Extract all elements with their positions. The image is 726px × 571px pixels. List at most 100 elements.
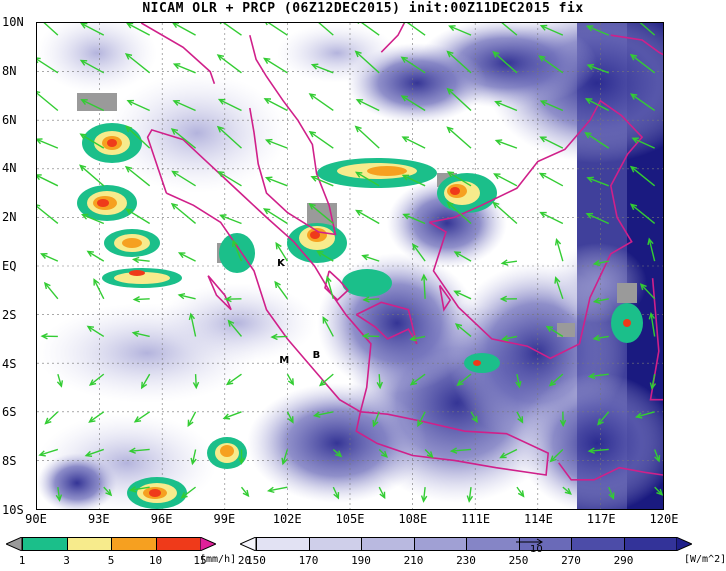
coastline-segment: [428, 99, 644, 360]
map-canvas: [37, 23, 663, 509]
wind-arrow: [310, 175, 334, 187]
colorbar-tick-label: 190: [351, 554, 371, 567]
colorbar-swatch: [308, 537, 362, 551]
wind-arrow: [449, 447, 472, 454]
wind-arrow: [171, 170, 196, 187]
wind-arrow: [629, 165, 656, 187]
wind-arrow: [634, 411, 655, 419]
coastline-segment: [324, 270, 350, 302]
wind-arrow: [592, 334, 609, 342]
wind-arrow: [84, 448, 105, 457]
lon-tick-label: 102E: [272, 512, 302, 526]
wind-arrow: [448, 25, 472, 36]
wind-arrow: [492, 201, 518, 224]
wind-arrow: [639, 23, 656, 36]
wind-arrow: [224, 295, 242, 303]
wind-arrow: [446, 50, 472, 74]
wind-arrow: [80, 23, 105, 36]
wind-arrow: [133, 411, 151, 423]
wind-arrow: [79, 133, 105, 149]
wind-arrow: [559, 411, 567, 428]
wind-arrow: [132, 296, 150, 303]
wind-arrow: [378, 486, 386, 500]
wind-arrow: [126, 23, 151, 36]
lat-tick-label: 2N: [2, 210, 17, 225]
wind-arrow: [515, 374, 522, 389]
wind-arrow: [494, 100, 518, 112]
wind-arrow: [128, 447, 150, 454]
lon-tick-label: 117E: [586, 512, 616, 526]
wind-arrow: [355, 209, 380, 225]
wind-arrow: [37, 57, 59, 74]
wind-arrow: [332, 448, 343, 458]
vector-legend-label: 10: [530, 544, 543, 555]
wind-arrow: [586, 63, 609, 74]
wind-arrow: [548, 373, 564, 387]
wind-arrow: [131, 330, 150, 338]
wind-arrow: [354, 125, 380, 149]
wind-arrow: [453, 290, 472, 300]
lon-tick-label: 120E: [649, 512, 679, 526]
coastline-segment: [249, 34, 337, 236]
lon-tick-label: 108E: [398, 512, 428, 526]
wind-arrow: [86, 325, 105, 338]
wind-arrow: [539, 136, 564, 149]
wind-arrow: [585, 212, 610, 225]
wind-arrow: [494, 139, 518, 149]
lat-tick-label: 10S: [2, 503, 24, 517]
colorbar-swatch: [155, 537, 201, 551]
wind-arrow: [79, 164, 105, 187]
wind-arrow: [37, 138, 59, 149]
lon-tick-label: 90E: [25, 512, 47, 526]
lon-tick-label: 105E: [335, 512, 365, 526]
wind-arrow: [446, 126, 472, 149]
colorbar-swatch: [571, 537, 625, 551]
wind-arrow: [44, 411, 59, 425]
wind-vectors: [37, 23, 663, 503]
wind-arrow: [409, 335, 426, 342]
coastline-segment: [146, 128, 372, 414]
olr-shading: [37, 23, 663, 509]
wind-arrow: [378, 448, 389, 458]
wind-arrow: [177, 292, 196, 300]
wind-arrow: [516, 486, 525, 498]
wind-arrow: [493, 173, 518, 187]
lon-tick-label: 99E: [213, 512, 236, 526]
wind-arrow: [170, 128, 197, 149]
wind-arrow: [318, 373, 334, 387]
colorbar-tick-label: 150: [246, 554, 266, 567]
wind-arrow: [172, 63, 196, 74]
wind-arrow: [37, 91, 59, 112]
precip-unit: [mm/h]: [200, 554, 237, 565]
lat-tick-label: 6S: [2, 405, 17, 420]
olr-unit: [W/m^2]: [684, 554, 726, 565]
wind-arrow: [43, 23, 59, 36]
wind-arrow: [270, 333, 288, 341]
wind-arrow: [192, 374, 200, 390]
wind-arrow: [79, 59, 105, 74]
wind-arrow: [274, 280, 288, 300]
olr-colorbar: [240, 537, 692, 551]
precip-colorbar: [6, 537, 216, 551]
wind-arrow: [124, 52, 151, 74]
wind-arrow: [456, 373, 472, 387]
lon-tick-label: 93E: [87, 512, 110, 526]
wind-arrow: [103, 486, 113, 497]
wind-arrow: [286, 411, 294, 424]
wind-arrow: [332, 486, 340, 500]
wind-arrow: [649, 374, 657, 390]
wind-arrow: [584, 131, 610, 149]
wind-arrow: [653, 449, 661, 463]
wind-arrow: [275, 241, 288, 262]
wind-arrow: [55, 487, 63, 502]
wind-arrow: [466, 487, 474, 503]
wind-arrow: [40, 253, 59, 262]
wind-arrow: [629, 93, 656, 112]
wind-arrow: [549, 448, 564, 463]
city-marker-b: B: [312, 349, 321, 361]
colorbar-low-arrow: [6, 537, 22, 551]
wind-arrow: [361, 332, 380, 340]
wind-arrow: [124, 165, 151, 187]
wind-arrow: [592, 297, 609, 304]
wind-arrow: [227, 319, 243, 337]
